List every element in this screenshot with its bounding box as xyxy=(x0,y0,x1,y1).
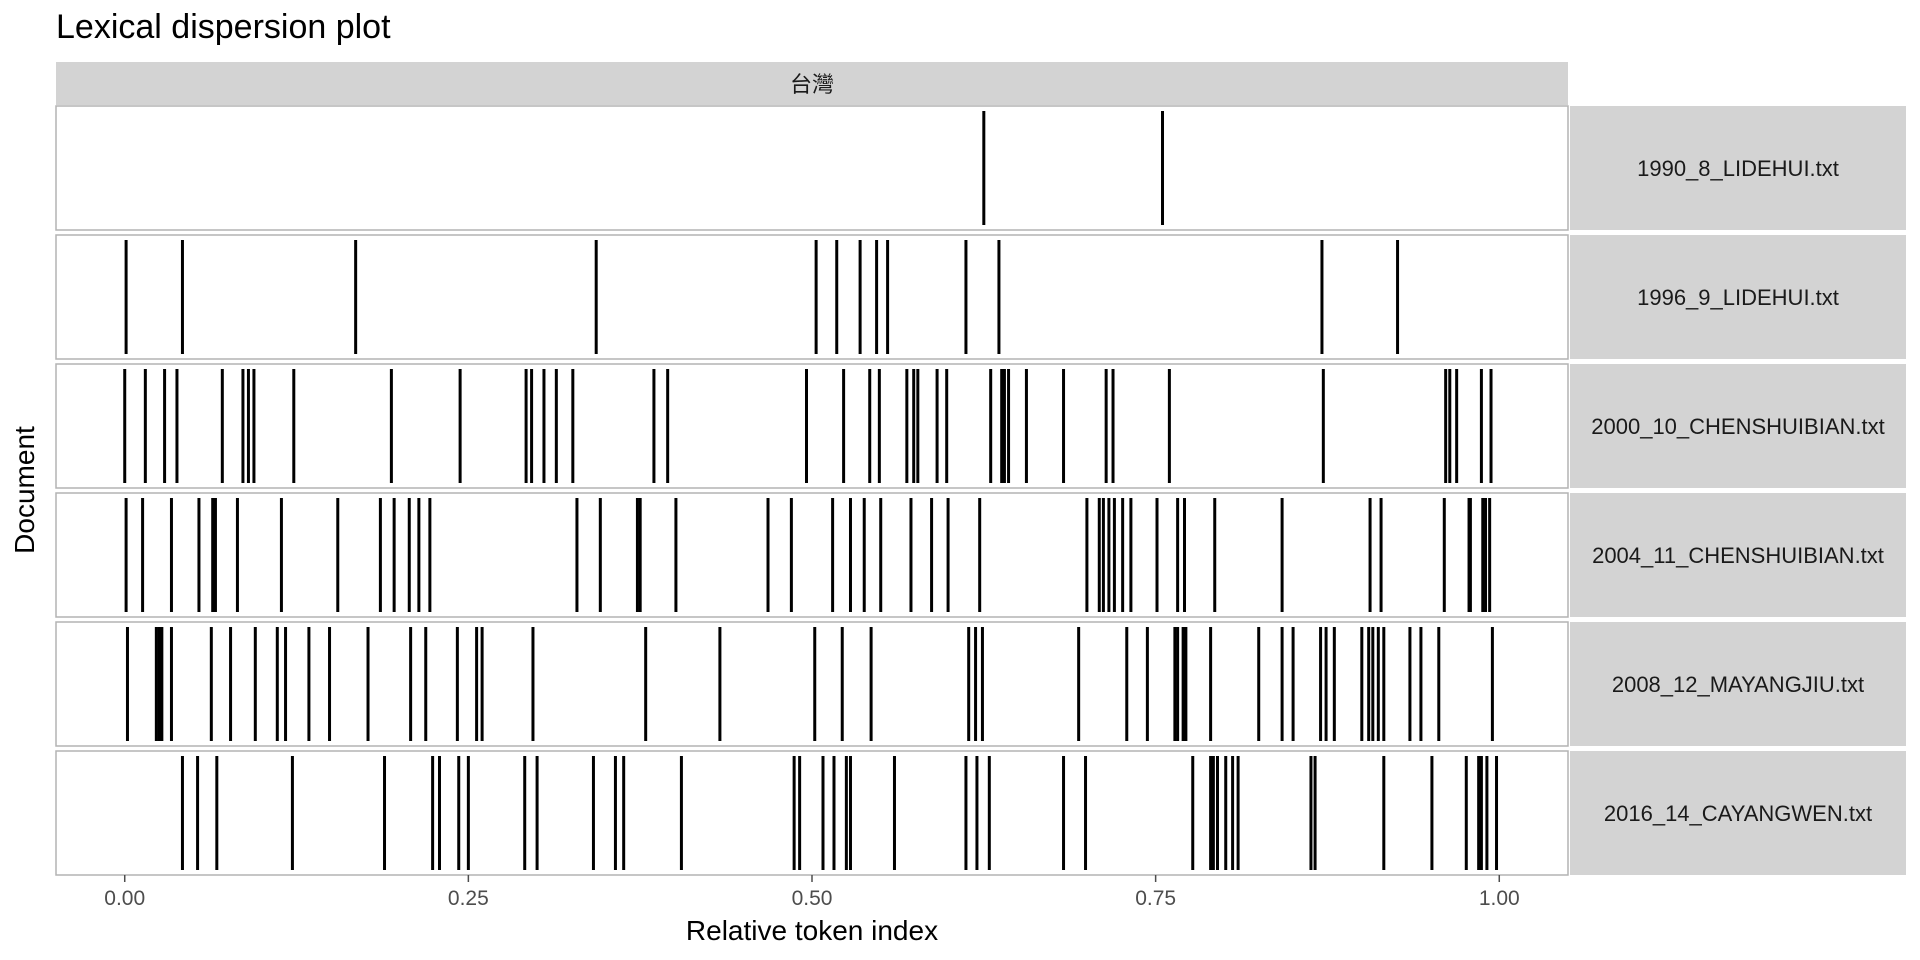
document-panel: 1996_9_LIDEHUI.txt xyxy=(55,234,1906,360)
document-strip xyxy=(1570,622,1906,746)
x-tick-label: 0.75 xyxy=(1135,887,1176,910)
panel-background xyxy=(55,105,1569,231)
document-panels: 1990_8_LIDEHUI.txt 1996_9_LIDEHUI.txt 2000… xyxy=(55,105,1906,876)
y-axis-title: Document xyxy=(9,426,40,554)
x-axis: 0.00 0.25 0.50 0.75 1.00 xyxy=(104,875,1520,910)
document-label: 2016_14_CAYANGWEN.txt xyxy=(1604,801,1872,826)
x-axis-title: Relative token index xyxy=(686,915,938,946)
document-panel: 1990_8_LIDEHUI.txt xyxy=(55,105,1906,231)
document-panel: 2004_11_CHENSHUIBIAN.txt xyxy=(55,492,1906,618)
x-tick-label: 1.00 xyxy=(1479,887,1520,910)
panel-background xyxy=(55,492,1569,618)
panel-background xyxy=(55,750,1569,876)
facet-label: 台灣 xyxy=(790,72,834,97)
document-label: 1990_8_LIDEHUI.txt xyxy=(1637,156,1839,181)
document-strip xyxy=(1570,493,1906,617)
panel-background xyxy=(55,234,1569,360)
document-panel: 2000_10_CHENSHUIBIAN.txt xyxy=(55,363,1906,489)
document-panel: 2008_12_MAYANGJIU.txt xyxy=(55,621,1906,747)
x-tick-label: 0.50 xyxy=(792,887,833,910)
chart-title: Lexical dispersion plot xyxy=(56,8,391,46)
document-strip xyxy=(1570,235,1906,359)
document-label: 2008_12_MAYANGJIU.txt xyxy=(1612,672,1864,697)
document-strip xyxy=(1570,364,1906,488)
document-strip xyxy=(1570,751,1906,875)
x-tick-label: 0.00 xyxy=(104,887,145,910)
document-label: 1996_9_LIDEHUI.txt xyxy=(1637,285,1839,310)
document-label: 2000_10_CHENSHUIBIAN.txt xyxy=(1591,414,1884,439)
document-label: 2004_11_CHENSHUIBIAN.txt xyxy=(1592,543,1884,568)
document-panel: 2016_14_CAYANGWEN.txt xyxy=(55,750,1906,876)
document-strip xyxy=(1570,106,1906,230)
facet-strip: 台灣 xyxy=(56,62,1568,105)
panel-background xyxy=(55,621,1569,747)
x-tick-label: 0.25 xyxy=(448,887,489,910)
panel-background xyxy=(55,363,1569,489)
